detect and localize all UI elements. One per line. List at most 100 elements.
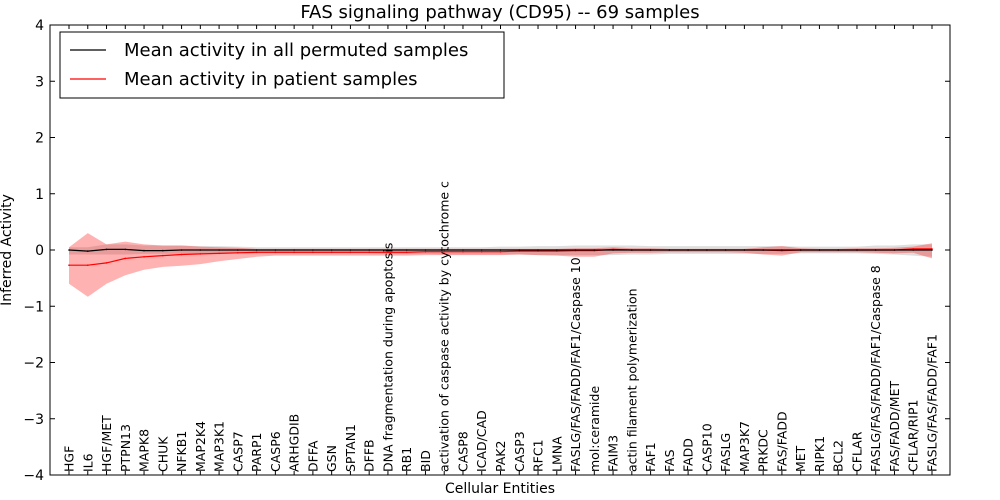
data-point-s0-8 — [218, 249, 220, 251]
x-category-label: MAP3K1 — [212, 421, 227, 472]
data-point-s0-5 — [162, 249, 164, 252]
plot-frame — [49, 24, 951, 476]
x-category-label: BID — [418, 450, 433, 472]
x-category-label: mol:ceramide — [587, 386, 602, 472]
data-point-s0-27 — [574, 249, 577, 251]
x-category-label: DFFB — [362, 439, 377, 472]
x-category-label: CFLAR/RIP1 — [906, 400, 921, 472]
data-point-s0-14 — [330, 249, 333, 251]
x-category-label: FAIM3 — [606, 435, 621, 472]
y-tick-label: 4 — [35, 18, 44, 34]
data-point-s1-15 — [349, 251, 352, 254]
data-point-s1-10 — [255, 251, 258, 254]
x-category-label: CASP8 — [456, 431, 471, 472]
data-point-s0-4 — [143, 249, 145, 252]
data-point-s1-2 — [105, 262, 108, 264]
x-category-label: GSN — [324, 445, 339, 472]
x-category-label: LMNA — [549, 436, 564, 472]
data-point-s1-46 — [931, 248, 933, 250]
data-point-s1-11 — [274, 251, 277, 254]
y-tick-label: 2 — [35, 131, 44, 147]
data-point-s1-21 — [462, 250, 464, 253]
y-axis-label: Inferred Activity — [0, 194, 15, 306]
y-tick-label: −1 — [23, 299, 44, 315]
legend-label-patient: Mean activity in patient samples — [124, 69, 418, 90]
x-category-label: FASLG/FAS/FADD/FAF1 — [925, 334, 940, 472]
x-axis-label: Cellular Entities — [445, 481, 555, 497]
data-point-s1-0 — [68, 264, 70, 267]
confidence-band-1 — [69, 233, 932, 297]
data-point-s1-19 — [424, 250, 427, 253]
data-point-s1-20 — [443, 250, 446, 253]
x-category-label: FASLG/FAS/FADD/FAF1/Caspase 8 — [868, 265, 883, 472]
data-point-s0-15 — [349, 249, 352, 251]
x-category-label: ICAD/CAD — [474, 410, 489, 472]
legend-box — [59, 31, 505, 99]
data-point-s1-17 — [387, 251, 389, 254]
x-category-label: DNA fragmentation during apoptosis — [380, 243, 395, 472]
data-point-s0-9 — [237, 249, 239, 251]
x-category-label: CHUK — [155, 436, 170, 472]
x-category-label: SPTAN1 — [343, 424, 358, 472]
data-point-s0-3 — [124, 248, 127, 251]
x-category-label: FAF1 — [643, 442, 658, 472]
data-point-s0-40 — [818, 249, 821, 251]
legend: Mean activity in all permuted samples Me… — [59, 31, 505, 99]
data-point-s0-36 — [743, 249, 746, 251]
data-point-s0-24 — [518, 249, 521, 251]
x-category-label: RB1 — [399, 447, 414, 472]
data-point-s1-26 — [556, 250, 558, 252]
data-point-s1-5 — [162, 254, 164, 257]
data-point-s0-13 — [312, 249, 314, 251]
data-point-s0-46 — [931, 249, 933, 251]
data-point-s0-45 — [912, 249, 914, 251]
data-point-s0-2 — [105, 248, 108, 251]
data-point-s1-7 — [199, 253, 202, 255]
data-point-s1-22 — [480, 250, 483, 253]
x-category-label: RIPK1 — [812, 436, 827, 472]
y-axis-ticks: −4 −3 −2 −1 0 1 2 3 4 — [23, 18, 950, 484]
legend-label-permuted: Mean activity in all permuted samples — [124, 40, 468, 61]
x-category-label: FASLG/FAS/FADD/FAF1/Caspase 10 — [568, 257, 583, 472]
y-tick-label: 1 — [35, 187, 44, 203]
y-tick-label: −4 — [23, 468, 44, 484]
x-category-label: CASP3 — [512, 431, 527, 472]
x-category-label: FAS/FADD — [774, 411, 789, 472]
x-category-label: MET — [793, 445, 808, 472]
data-point-s1-1 — [87, 264, 89, 267]
data-point-s0-23 — [499, 249, 502, 251]
x-category-label: MAP2K4 — [193, 421, 208, 472]
data-point-s0-34 — [706, 249, 708, 251]
data-point-s1-14 — [330, 251, 333, 254]
data-point-s1-16 — [368, 251, 371, 254]
data-point-s1-23 — [499, 250, 502, 253]
data-point-s0-22 — [480, 249, 483, 251]
data-point-s1-12 — [293, 251, 295, 254]
data-point-s1-6 — [180, 253, 183, 256]
data-point-s0-12 — [293, 249, 295, 251]
x-category-label: CASP6 — [268, 431, 283, 472]
data-point-s0-30 — [631, 249, 633, 251]
chart-title: FAS signaling pathway (CD95) -- 69 sampl… — [300, 2, 699, 23]
data-point-s0-41 — [837, 249, 839, 251]
data-point-s0-29 — [612, 249, 614, 251]
data-point-s0-33 — [687, 249, 689, 251]
x-category-label: PRKDC — [756, 429, 771, 472]
data-point-s0-28 — [593, 249, 596, 251]
x-category-label: FAS/FADD/MET — [887, 381, 902, 472]
x-category-label: CASP7 — [230, 431, 245, 472]
x-category-label: HGF — [62, 446, 77, 472]
data-point-s1-3 — [124, 257, 127, 260]
data-point-s0-18 — [405, 249, 408, 251]
x-category-label: DFFA — [305, 440, 320, 472]
data-point-s1-45 — [912, 248, 914, 250]
data-point-s0-25 — [537, 249, 539, 251]
data-point-s1-4 — [143, 255, 145, 258]
x-category-label: BCL2 — [831, 440, 846, 472]
data-point-s0-19 — [424, 249, 427, 251]
data-point-s0-43 — [874, 249, 877, 251]
y-tick-label: 3 — [35, 74, 44, 90]
data-point-s0-17 — [387, 249, 389, 251]
data-point-s1-24 — [518, 250, 521, 252]
